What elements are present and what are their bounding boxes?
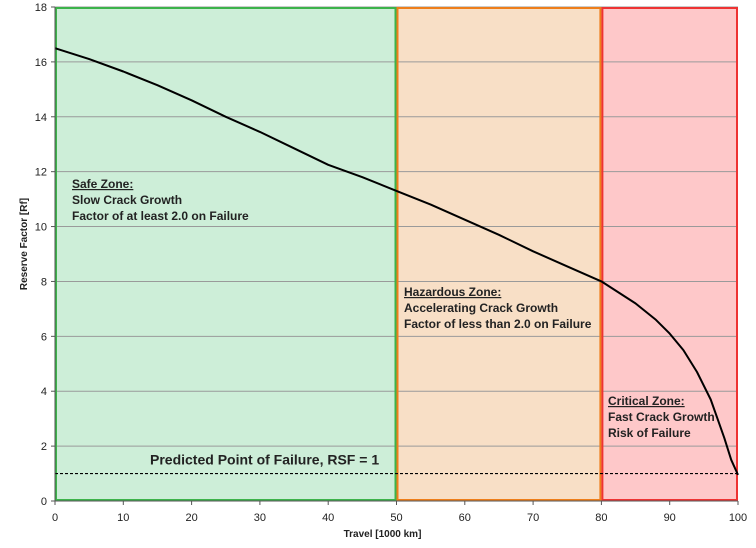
zone-line-2-1: Risk of Failure [608, 426, 691, 440]
x-tick-label-70: 70 [527, 512, 539, 524]
y-tick-label-12: 12 [35, 167, 47, 179]
x-tick-label-30: 30 [254, 512, 266, 524]
series-line-0 [54, 47, 739, 476]
zone-line-1-0: Accelerating Crack Growth [404, 301, 558, 315]
y-tick-label-16: 16 [35, 57, 47, 69]
series-layer [54, 47, 739, 476]
zone-fill-1 [396, 7, 602, 501]
x-tick-label-50: 50 [390, 512, 402, 524]
y-tick-label-2: 2 [41, 441, 47, 453]
x-tick-label-80: 80 [595, 512, 607, 524]
zone-border-1 [396, 7, 602, 501]
axes-layer: 0 2 4 6 8 10 12 14 16 18 0 10 20 30 40 50 60 70 80 90 100 Tra… [19, 2, 747, 540]
zone-title-1: Hazardous Zone: [404, 285, 501, 299]
zone-fill-0 [55, 7, 397, 501]
failure-line-label: Predicted Point of Failure, RSF = 1 [150, 452, 379, 468]
zone-borders [55, 7, 739, 501]
x-tick-label-90: 90 [664, 512, 676, 524]
zone-text-layer: Safe Zone: Slow Crack Growth Factor of at … [72, 177, 715, 440]
zone-title-2: Critical Zone: [608, 394, 685, 408]
zone-border-0 [55, 7, 397, 501]
x-tick-label-10: 10 [117, 512, 129, 524]
y-tick-label-14: 14 [35, 112, 47, 124]
zone-line-0-1: Factor of at least 2.0 on Failure [72, 209, 249, 223]
zone-line-2-0: Fast Crack Growth [608, 410, 715, 424]
y-tick-label-0: 0 [41, 496, 47, 508]
x-tick-label-60: 60 [459, 512, 471, 524]
x-tick-label-0: 0 [52, 512, 58, 524]
zone-line-1-1: Factor of less than 2.0 on Failure [404, 317, 592, 331]
zone-title-0: Safe Zone: [72, 177, 133, 191]
y-axis-title: Reserve Factor [Rf] [19, 198, 30, 290]
y-tick-label-10: 10 [35, 222, 47, 234]
zone-fill-2 [601, 7, 738, 501]
failure-line-group: Predicted Point of Failure, RSF = 1 [55, 452, 738, 475]
x-axis-title: Travel [1000 km] [344, 529, 422, 540]
y-tick-label-6: 6 [41, 331, 47, 343]
x-tick-label-100: 100 [729, 512, 747, 524]
y-tick-label-4: 4 [41, 386, 47, 398]
y-tick-label-18: 18 [35, 2, 47, 14]
zone-border-2 [601, 7, 739, 501]
x-tick-label-40: 40 [322, 512, 334, 524]
zone-line-0-0: Slow Crack Growth [72, 193, 182, 207]
zones-layer [55, 7, 738, 501]
x-tick-label-20: 20 [185, 512, 197, 524]
y-tick-label-8: 8 [41, 276, 47, 288]
